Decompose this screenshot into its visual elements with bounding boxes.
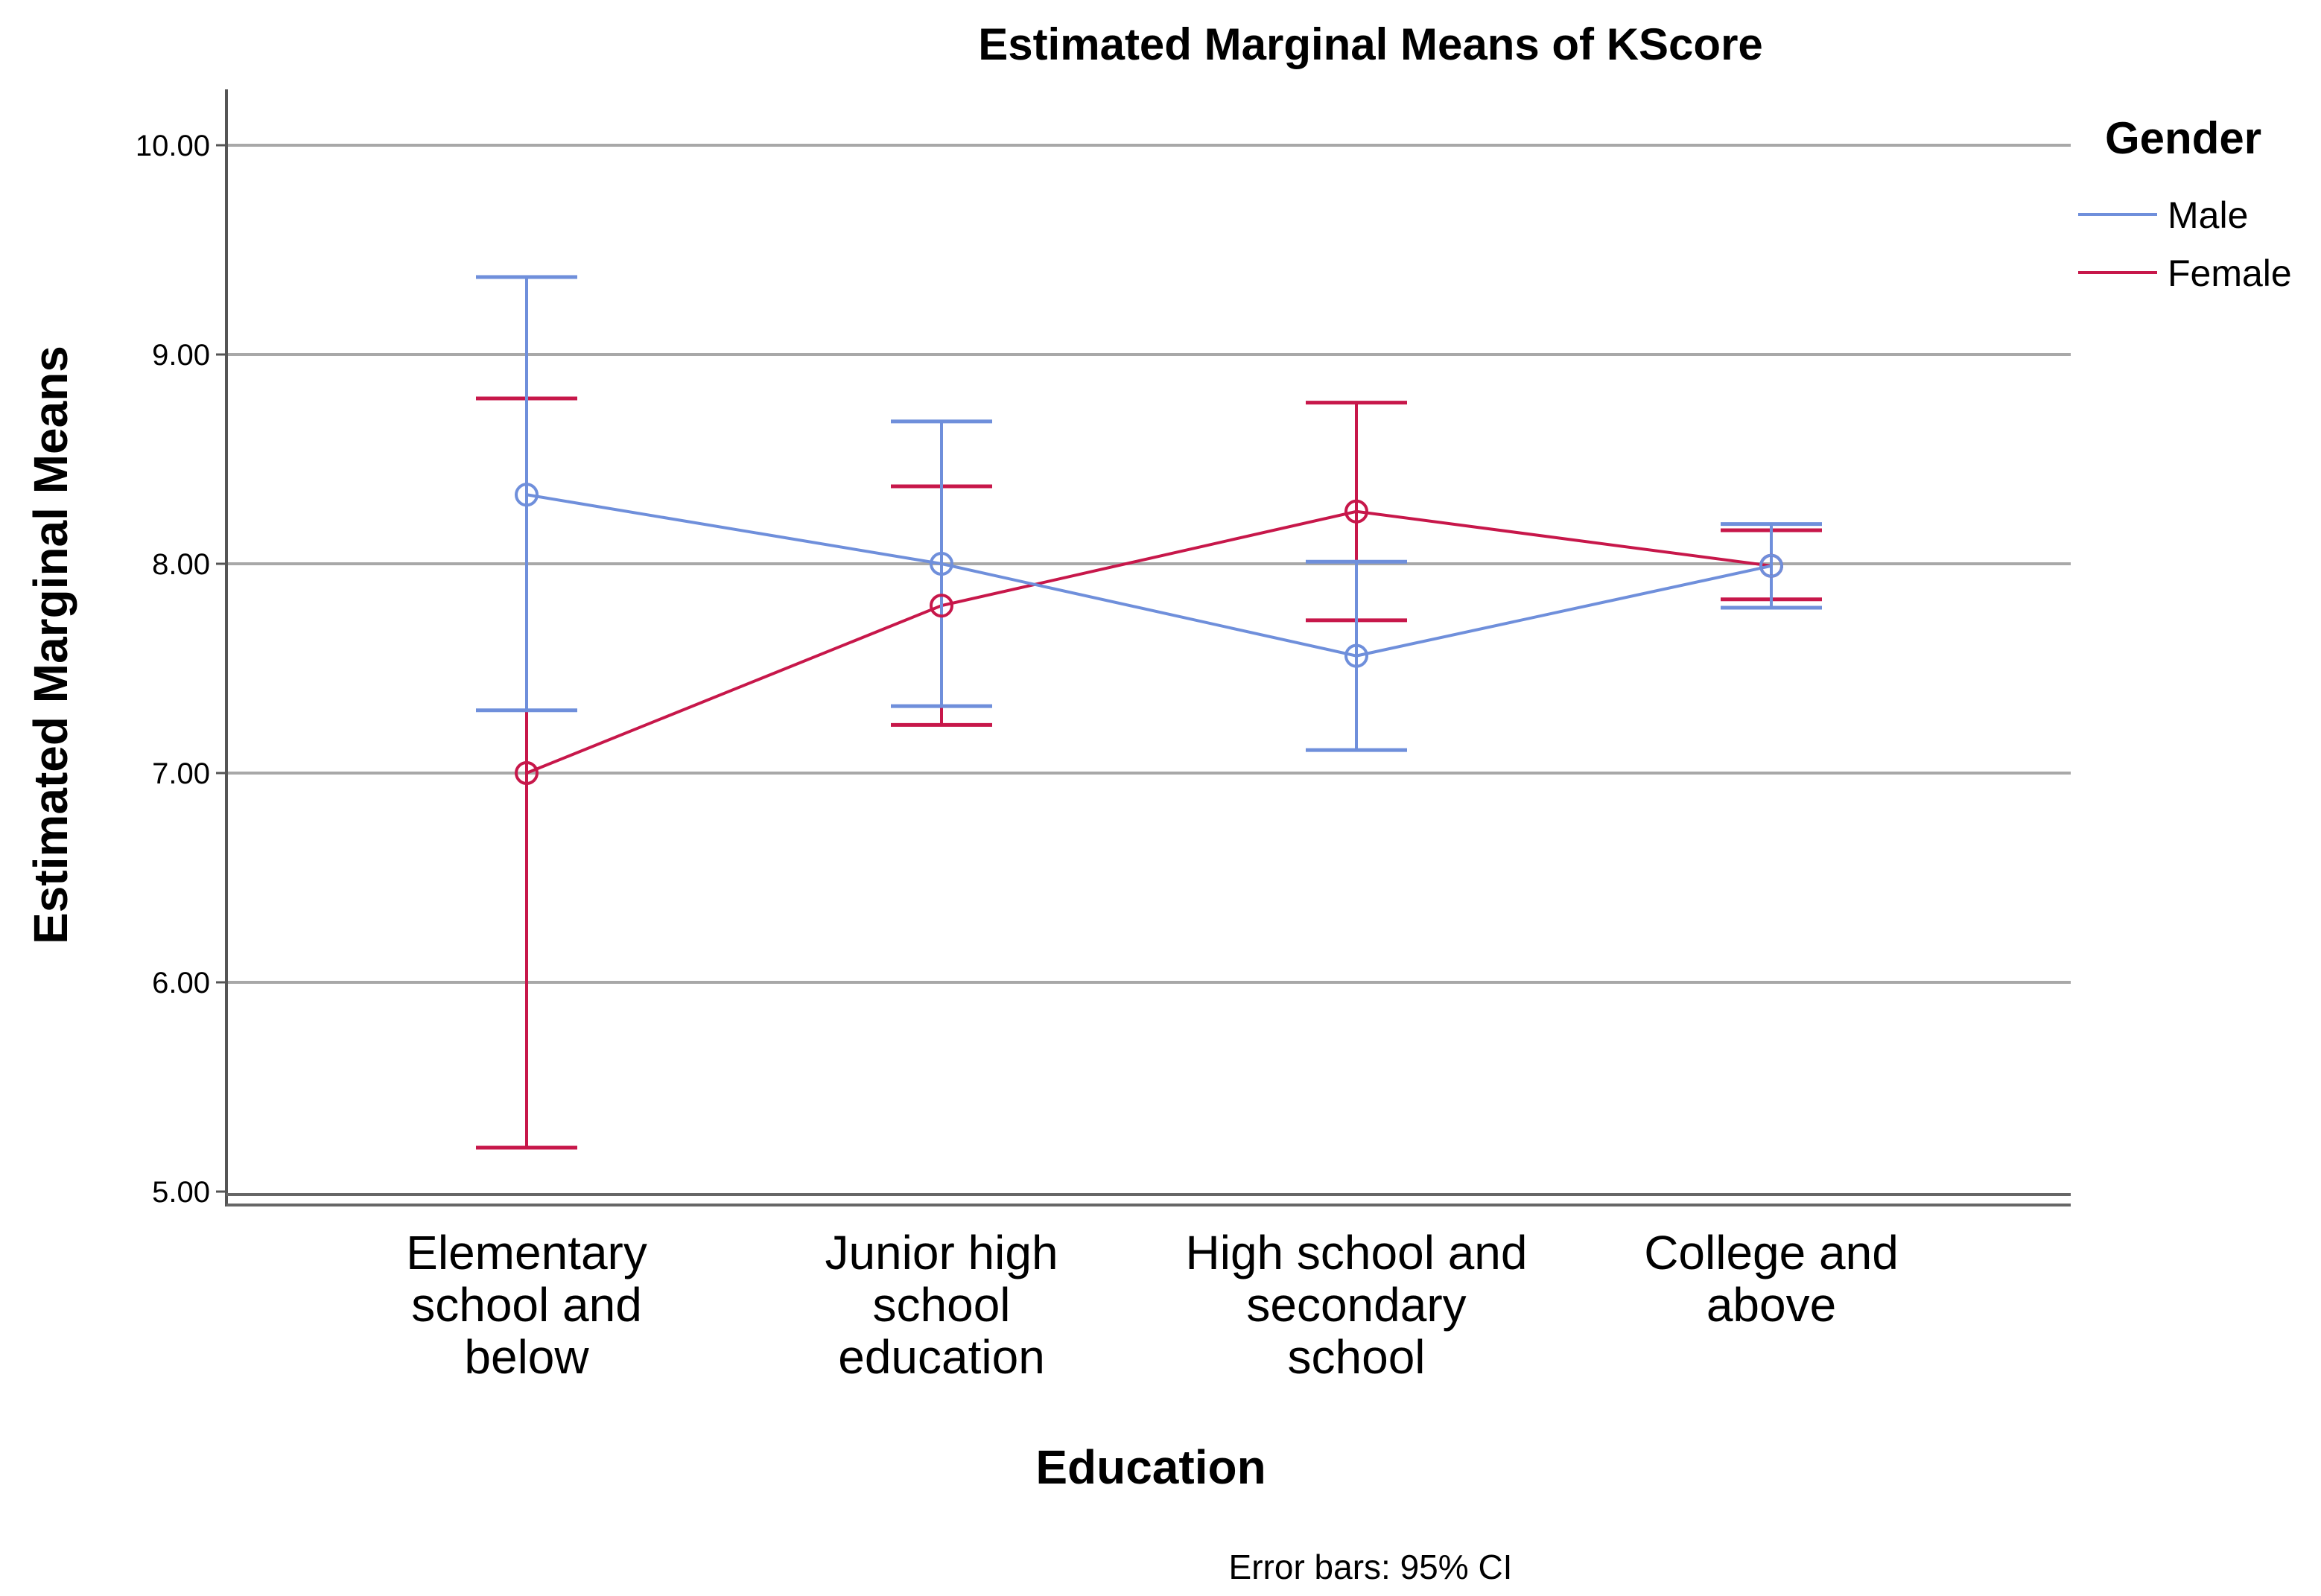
data-point-male bbox=[1759, 553, 1783, 578]
y-tick-label: 5.00 bbox=[152, 1176, 210, 1209]
data-point-male bbox=[1344, 643, 1368, 668]
series-male bbox=[476, 275, 1822, 752]
y-tick-label: 9.00 bbox=[152, 339, 210, 372]
legend: Gender Male Female bbox=[2078, 113, 2292, 294]
x-category-line: below bbox=[464, 1330, 589, 1384]
x-category-line: Elementary bbox=[406, 1226, 647, 1279]
error-bars-footnote: Error bars: 95% CI bbox=[1229, 1548, 1513, 1586]
x-category-line: above bbox=[1706, 1278, 1836, 1332]
error-bar-male bbox=[476, 275, 577, 713]
legend-item-male: Male bbox=[2078, 194, 2248, 236]
legend-label: Female bbox=[2168, 252, 2292, 294]
y-tick-label: 7.00 bbox=[152, 757, 210, 790]
chart-title: Estimated Marginal Means of KScore bbox=[978, 19, 1763, 69]
y-tick-label: 8.00 bbox=[152, 548, 210, 581]
data-point-female bbox=[930, 594, 953, 618]
legend-title: Gender bbox=[2105, 113, 2261, 163]
data-point-female bbox=[1344, 499, 1368, 524]
data-point-male bbox=[930, 552, 953, 576]
y-tick-label: 10.00 bbox=[136, 130, 210, 162]
y-axis-title: Estimated Marginal Means bbox=[24, 346, 77, 944]
legend-item-female: Female bbox=[2078, 252, 2292, 294]
series-line-female bbox=[526, 509, 1772, 775]
legend-label: Male bbox=[2168, 194, 2248, 236]
gridlines bbox=[226, 144, 2071, 984]
x-axis-title: Education bbox=[1035, 1440, 1266, 1494]
data-point-male bbox=[515, 483, 539, 507]
series-line-male bbox=[526, 493, 1772, 658]
x-category-line: High school and bbox=[1186, 1226, 1528, 1279]
y-axis-ticks: 5.00 6.00 7.00 8.00 9.00 10.00 bbox=[136, 130, 226, 1209]
y-tick-label: 6.00 bbox=[152, 967, 210, 999]
x-category-line: secondary bbox=[1246, 1278, 1466, 1332]
x-category-line: Junior high bbox=[825, 1226, 1058, 1279]
data-point-female bbox=[515, 761, 539, 785]
x-category-line: education bbox=[838, 1330, 1045, 1384]
x-category-line: school bbox=[873, 1278, 1011, 1332]
series-group bbox=[476, 275, 1822, 1150]
x-category-line: school bbox=[1288, 1330, 1426, 1384]
x-category-line: school and bbox=[411, 1278, 642, 1332]
x-category-line: College and bbox=[1644, 1226, 1899, 1279]
